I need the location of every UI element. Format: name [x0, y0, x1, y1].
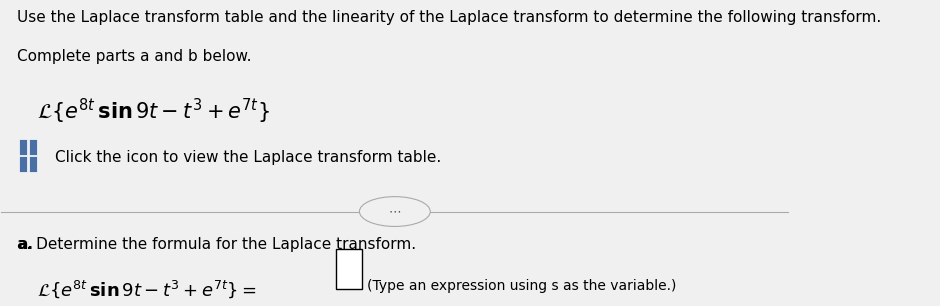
Text: (Type an expression using s as the variable.): (Type an expression using s as the varia…: [368, 278, 677, 293]
Text: Complete parts a and b below.: Complete parts a and b below.: [17, 49, 252, 64]
FancyBboxPatch shape: [29, 139, 37, 155]
Text: Click the icon to view the Laplace transform table.: Click the icon to view the Laplace trans…: [55, 151, 441, 166]
FancyBboxPatch shape: [336, 249, 362, 289]
FancyBboxPatch shape: [29, 156, 37, 172]
Text: a. Determine the formula for the Laplace transform.: a. Determine the formula for the Laplace…: [17, 237, 416, 252]
Ellipse shape: [359, 197, 431, 226]
Text: a.: a.: [17, 237, 33, 252]
Text: ⋯: ⋯: [388, 205, 401, 218]
Text: Use the Laplace transform table and the linearity of the Laplace transform to de: Use the Laplace transform table and the …: [17, 10, 882, 25]
FancyBboxPatch shape: [19, 139, 26, 155]
FancyBboxPatch shape: [19, 156, 26, 172]
Text: $\mathcal{L}\left\{e^{8t}\,\mathbf{sin}\,9t-t^3+e^{7t}\right\}$: $\mathcal{L}\left\{e^{8t}\,\mathbf{sin}\…: [37, 97, 270, 126]
Text: $\mathcal{L}\left\{e^{8t}\,\mathbf{sin}\,9t-t^3+e^{7t}\right\}=$: $\mathcal{L}\left\{e^{8t}\,\mathbf{sin}\…: [37, 278, 257, 300]
